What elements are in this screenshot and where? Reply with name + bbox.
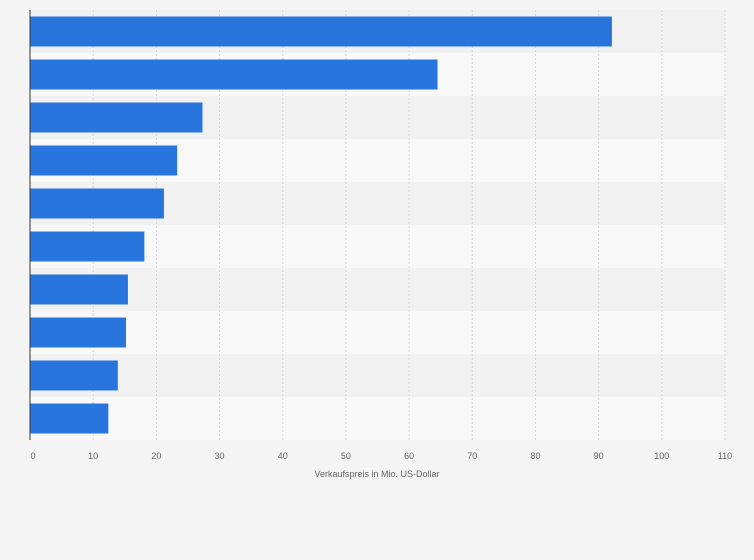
row-band — [30, 311, 725, 354]
x-tick-label: 80 — [530, 451, 540, 461]
x-tick-label: 20 — [151, 451, 161, 461]
x-tick-label: 70 — [467, 451, 477, 461]
bar — [30, 274, 128, 305]
bar — [30, 16, 612, 47]
x-tick-label: 40 — [278, 451, 288, 461]
x-axis-label: Verkaufspreis in Mio. US-Dollar — [314, 469, 439, 479]
row-band — [30, 268, 725, 311]
row-band — [30, 225, 725, 268]
x-tick-label: 90 — [594, 451, 604, 461]
x-tick-label: 60 — [404, 451, 414, 461]
bar — [30, 231, 145, 262]
x-tick-label: 110 — [718, 451, 732, 461]
x-tick-label: 100 — [654, 451, 669, 461]
x-tick-label: 30 — [215, 451, 225, 461]
bar — [30, 360, 118, 391]
bar — [30, 403, 109, 434]
bar — [30, 317, 127, 348]
bar — [30, 188, 164, 219]
bar — [30, 102, 203, 133]
x-tick-label: 50 — [341, 451, 351, 461]
bar — [30, 145, 178, 176]
row-band — [30, 354, 725, 397]
x-tick-label: 0 — [30, 451, 35, 461]
bar — [30, 59, 438, 90]
row-band — [30, 397, 725, 440]
x-tick-label: 10 — [88, 451, 98, 461]
